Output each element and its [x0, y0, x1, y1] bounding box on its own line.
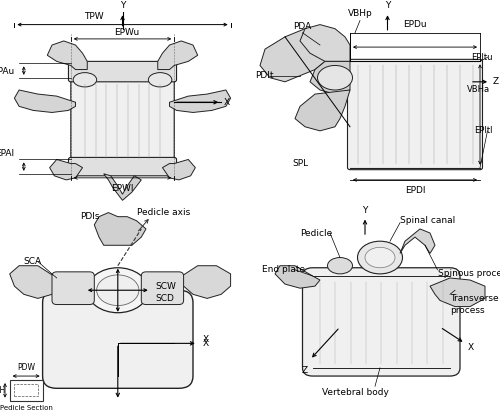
Text: SPL: SPL — [292, 159, 308, 168]
Text: Pedicle axis: Pedicle axis — [136, 208, 190, 217]
Polygon shape — [179, 266, 231, 299]
Text: EPItl: EPItl — [474, 126, 492, 136]
Ellipse shape — [88, 268, 148, 313]
Text: Spinous process: Spinous process — [438, 269, 500, 279]
FancyBboxPatch shape — [142, 272, 184, 304]
Polygon shape — [275, 266, 320, 288]
Text: Vertebral body: Vertebral body — [322, 388, 388, 397]
Text: Pedicle Section: Pedicle Section — [0, 404, 52, 411]
Text: PDW: PDW — [17, 363, 35, 372]
Polygon shape — [260, 29, 350, 82]
FancyBboxPatch shape — [42, 290, 193, 388]
Text: PDlt: PDlt — [255, 71, 274, 80]
Polygon shape — [400, 229, 435, 254]
Polygon shape — [50, 159, 82, 180]
Text: SCD: SCD — [156, 294, 174, 303]
FancyBboxPatch shape — [52, 272, 94, 304]
Text: X: X — [202, 335, 208, 344]
Text: PDA: PDA — [294, 22, 312, 31]
Ellipse shape — [365, 247, 395, 268]
Polygon shape — [104, 174, 142, 200]
Ellipse shape — [358, 241, 403, 274]
Polygon shape — [162, 159, 196, 180]
Polygon shape — [14, 90, 76, 113]
FancyBboxPatch shape — [302, 268, 460, 376]
Text: SCW: SCW — [156, 281, 176, 291]
Text: Transverse: Transverse — [450, 294, 498, 303]
Polygon shape — [48, 41, 88, 70]
Polygon shape — [295, 90, 350, 131]
Text: Pedicle: Pedicle — [300, 229, 332, 238]
FancyBboxPatch shape — [68, 158, 176, 176]
Text: PDH: PDH — [0, 386, 5, 395]
Polygon shape — [300, 25, 350, 61]
Polygon shape — [170, 90, 230, 113]
FancyBboxPatch shape — [68, 61, 176, 82]
Polygon shape — [430, 278, 485, 306]
FancyBboxPatch shape — [348, 59, 482, 170]
Text: Y: Y — [362, 206, 368, 215]
Text: X: X — [202, 339, 208, 348]
Text: X: X — [224, 98, 230, 107]
Text: VBHa: VBHa — [467, 85, 490, 95]
Text: X: X — [468, 343, 473, 352]
Text: SCA: SCA — [24, 257, 42, 266]
Text: Y: Y — [120, 1, 125, 10]
FancyBboxPatch shape — [71, 74, 174, 168]
Bar — [14, 384, 38, 397]
Text: EPAl: EPAl — [0, 149, 14, 158]
Polygon shape — [158, 41, 198, 70]
Polygon shape — [94, 213, 146, 245]
Ellipse shape — [328, 258, 352, 274]
Text: Spinal canal: Spinal canal — [400, 216, 455, 225]
Text: EPWu: EPWu — [114, 28, 140, 37]
Polygon shape — [10, 266, 66, 299]
Text: EPDu: EPDu — [403, 20, 427, 29]
Text: Z: Z — [302, 366, 308, 375]
Ellipse shape — [96, 275, 139, 306]
Text: PDIs: PDIs — [80, 212, 100, 221]
Polygon shape — [310, 61, 350, 94]
Ellipse shape — [148, 73, 172, 87]
Text: VBHp: VBHp — [348, 10, 372, 18]
Text: Z: Z — [492, 77, 498, 86]
Ellipse shape — [318, 65, 352, 90]
Text: Y: Y — [385, 1, 390, 10]
Text: End plate: End plate — [262, 265, 306, 274]
Text: process: process — [450, 306, 484, 315]
Text: EPAu: EPAu — [0, 67, 14, 76]
Text: EPDI: EPDI — [405, 186, 425, 195]
Text: EPItu: EPItu — [471, 53, 492, 62]
Text: EPWl: EPWl — [111, 184, 134, 193]
Ellipse shape — [73, 73, 96, 87]
Text: TPW: TPW — [84, 12, 104, 20]
Bar — [10, 380, 42, 401]
